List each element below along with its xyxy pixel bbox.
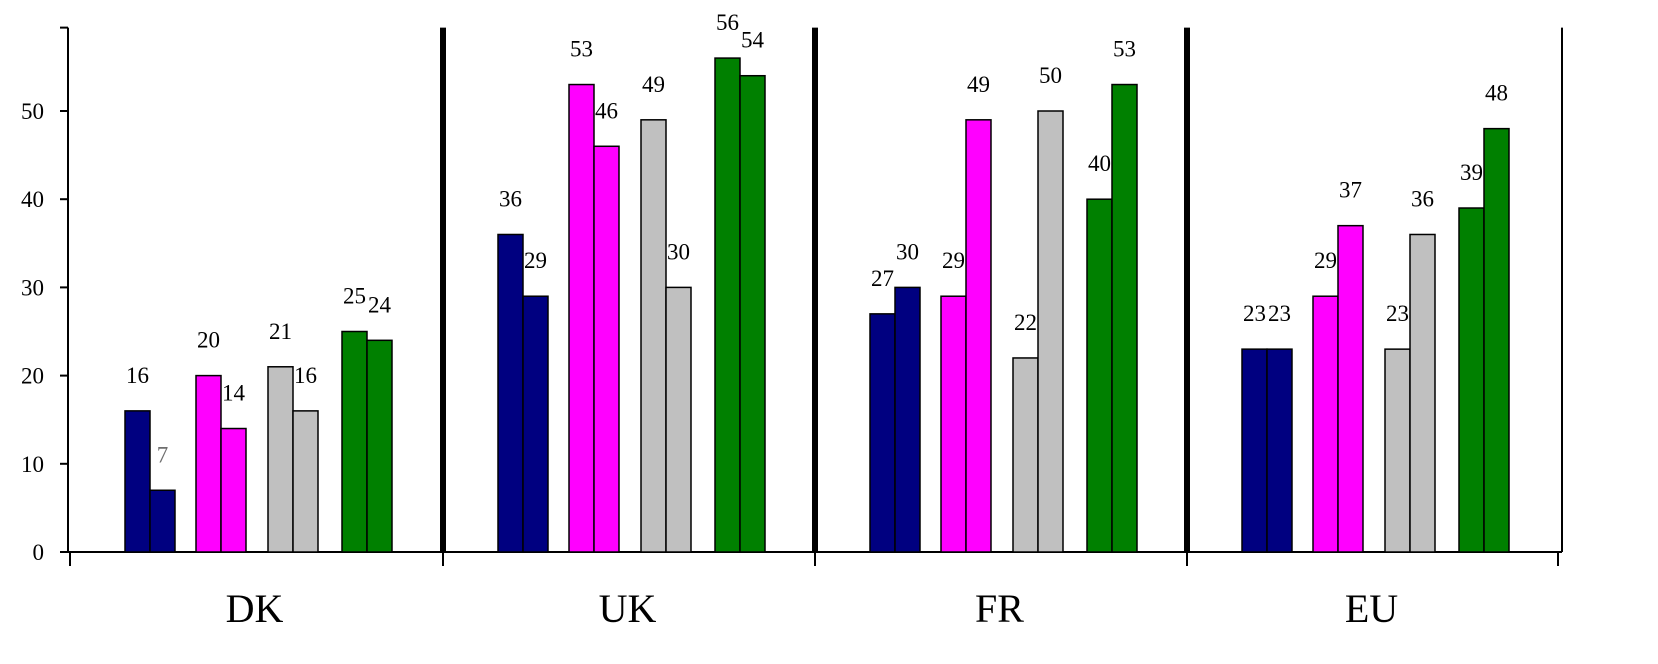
data-label: 23 xyxy=(1268,301,1291,326)
data-label: 20 xyxy=(197,328,220,353)
data-label: 49 xyxy=(642,72,665,97)
bar xyxy=(1384,348,1411,553)
bar xyxy=(1086,198,1113,553)
bar xyxy=(665,286,692,553)
bar xyxy=(220,427,247,553)
bar xyxy=(1037,110,1064,553)
data-label: 16 xyxy=(126,363,149,388)
x-category-label: UK xyxy=(599,586,657,631)
data-label: 50 xyxy=(1039,63,1062,88)
bar xyxy=(497,233,524,553)
y-tick-label: 50 xyxy=(21,99,44,124)
data-label: 27 xyxy=(871,266,894,291)
x-category-label: EU xyxy=(1345,586,1398,631)
bar xyxy=(1458,207,1485,553)
bar xyxy=(869,313,896,553)
data-label: 7 xyxy=(157,442,169,467)
data-label: 24 xyxy=(368,292,392,317)
data-label: 53 xyxy=(570,37,593,62)
data-label: 49 xyxy=(967,72,990,97)
data-label: 53 xyxy=(1113,37,1136,62)
bar xyxy=(1409,233,1436,553)
data-label: 48 xyxy=(1485,81,1508,106)
y-tick-label: 30 xyxy=(21,275,44,300)
data-label: 29 xyxy=(524,248,547,273)
data-label: 29 xyxy=(1314,248,1337,273)
data-label: 23 xyxy=(1386,301,1409,326)
bar xyxy=(593,145,620,553)
data-label: 36 xyxy=(1411,186,1434,211)
y-tick-label: 0 xyxy=(33,540,45,565)
data-label: 39 xyxy=(1460,160,1483,185)
bar xyxy=(568,83,595,553)
bar xyxy=(366,339,393,553)
x-category-label: FR xyxy=(975,586,1024,631)
data-label: 16 xyxy=(294,363,317,388)
bar xyxy=(124,410,151,553)
data-label: 30 xyxy=(896,239,919,264)
data-label: 37 xyxy=(1339,178,1362,203)
data-label: 23 xyxy=(1243,301,1266,326)
data-label: 54 xyxy=(741,28,765,53)
bar xyxy=(965,119,992,553)
bar xyxy=(1266,348,1293,553)
bar xyxy=(1241,348,1268,553)
data-label: 21 xyxy=(269,319,292,344)
y-tick-label: 10 xyxy=(21,452,44,477)
data-label: 14 xyxy=(222,381,246,406)
data-label: 40 xyxy=(1088,151,1111,176)
bar xyxy=(195,374,222,553)
bar xyxy=(1111,83,1138,553)
bar xyxy=(714,57,741,553)
bar xyxy=(1483,127,1510,553)
y-tick-label: 40 xyxy=(21,187,44,212)
bar xyxy=(940,295,967,553)
bar xyxy=(640,119,667,553)
data-label: 46 xyxy=(595,98,618,123)
bar xyxy=(1012,357,1039,553)
bar xyxy=(894,286,921,553)
bar xyxy=(292,410,319,553)
data-label: 56 xyxy=(716,10,739,35)
bar xyxy=(149,489,176,553)
data-label: 36 xyxy=(499,186,522,211)
y-tick-label: 20 xyxy=(21,364,44,389)
data-label: 29 xyxy=(942,248,965,273)
data-label: 22 xyxy=(1014,310,1037,335)
bar xyxy=(267,366,294,553)
x-category-label: DK xyxy=(226,586,284,631)
bar xyxy=(1337,224,1364,553)
bar xyxy=(1312,295,1339,553)
data-label: 30 xyxy=(667,239,690,264)
bar xyxy=(739,74,766,553)
bar xyxy=(522,295,549,553)
data-label: 25 xyxy=(343,284,366,309)
bar xyxy=(341,330,368,553)
